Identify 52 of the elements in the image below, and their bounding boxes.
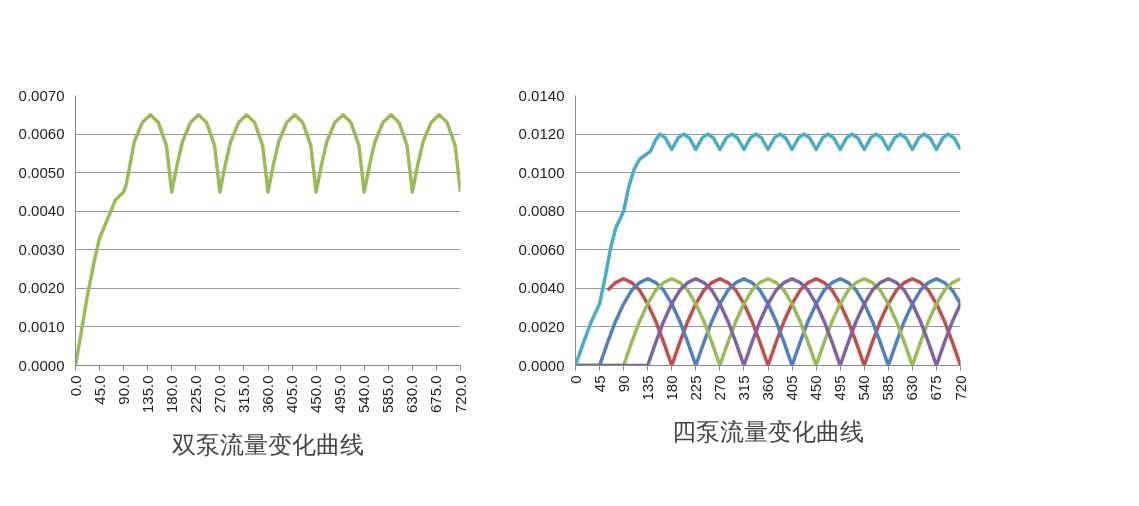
x-tick-label: 585.0 [379,375,397,414]
x-tick-label: 315 [734,375,752,401]
x-tick-label: 0 [566,375,584,384]
y-tick-label: 0.0000 [18,356,65,374]
y-tick-label: 0.0140 [518,86,565,104]
y-tick-label: 0.0120 [518,125,565,143]
x-tick-label: 405 [783,375,801,401]
y-tick-label: 0.0070 [18,86,65,104]
x-tick-label: 0.0 [66,375,84,397]
x-tick-label: 720 [951,375,969,401]
x-tick-label: 450.0 [307,375,325,414]
x-tick-label: 675.0 [427,375,445,414]
x-tick-label: 495 [831,375,849,401]
x-tick-label: 225.0 [186,375,204,414]
x-tick-label: 360.0 [259,375,276,414]
x-tick-label: 270.0 [210,375,228,414]
x-tick-label: 630 [903,375,921,401]
x-tick-label: 495.0 [331,375,349,414]
x-tick-label: 450 [807,375,825,401]
x-tick-label: 135.0 [138,375,156,414]
x-tick-label: 675 [927,375,945,401]
y-tick-label: 0.0050 [18,163,65,181]
y-tick-label: 0.0060 [18,125,65,143]
x-tick-label: 405.0 [283,375,301,414]
x-tick-label: 45 [590,375,608,393]
y-tick-label: 0.0100 [518,163,565,181]
y-tick-label: 0.0020 [18,279,65,297]
y-tick-label: 0.0020 [518,317,565,335]
x-tick-label: 540.0 [355,375,373,414]
text: 四泵流量变化曲线 [672,418,864,445]
y-tick-label: 0.0040 [18,202,65,220]
x-tick-label: 180.0 [162,375,180,414]
x-tick-label: 540 [855,375,873,401]
x-tick-label: 315.0 [234,375,252,414]
y-tick-label: 0.0040 [518,279,565,297]
y-tick-label: 0.0000 [518,356,565,374]
x-tick-label: 585 [879,375,897,401]
x-tick-label: 225 [686,375,704,401]
y-tick-label: 0.0080 [518,202,565,220]
x-tick-label: 135 [638,375,656,401]
x-tick-label: 180 [662,375,680,401]
x-tick-label: 270 [710,375,728,401]
text: 双泵流量变化曲线 [172,431,364,458]
x-tick-label: 720.0 [451,375,469,414]
y-tick-label: 0.0010 [18,317,65,335]
x-tick-label: 90.0 [114,375,132,405]
x-tick-label: 90 [614,375,632,393]
x-tick-label: 630.0 [403,375,421,414]
y-tick-label: 0.0060 [518,240,565,258]
x-tick-label: 45.0 [90,375,108,405]
x-tick-label: 360 [759,375,776,401]
y-tick-label: 0.0030 [18,240,65,258]
